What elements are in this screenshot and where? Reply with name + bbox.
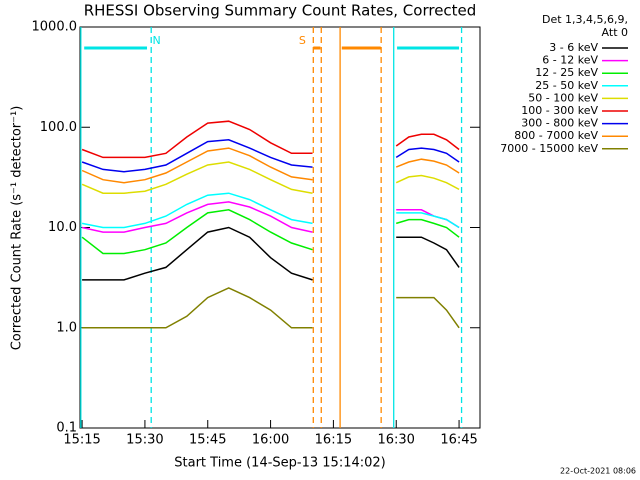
x-tick-label: 16:45: [440, 433, 477, 448]
legend-label: 6 - 12 keV: [542, 54, 598, 67]
x-axis-label: Start Time (14-Sep-13 15:14:02): [174, 456, 385, 471]
legend-label: 25 - 50 keV: [535, 79, 598, 92]
y-tick-label: 100.0: [40, 120, 77, 135]
series-line: [81, 192, 460, 229]
x-tick-label: 15:45: [189, 433, 226, 448]
legend-label: 50 - 100 keV: [528, 91, 598, 104]
series-line: [82, 287, 460, 329]
legend-title: Det 1,3,4,5,6,9,: [542, 13, 628, 26]
footer: 22-Oct-2021 08:06: [560, 467, 636, 476]
x-tick-label: 15:15: [63, 433, 100, 448]
y-tick-label: 10.0: [48, 220, 77, 235]
series-line: [81, 209, 460, 255]
series-line: [82, 226, 460, 281]
legend-label: 7000 - 15000 keV: [500, 142, 598, 155]
chart-title: RHESSI Observing Summary Count Rates, Co…: [84, 2, 477, 20]
x-tick-label: 15:30: [126, 433, 163, 448]
x-tick-label: 16:00: [252, 433, 289, 448]
y-axis-label: Corrected Count Rate (s⁻¹ detector⁻¹): [10, 106, 25, 351]
legend-label: 800 - 7000 keV: [514, 129, 598, 142]
legend-label: 100 - 300 keV: [521, 104, 598, 117]
y-tick-label: 1000.0: [32, 20, 78, 35]
legend-title: Att 0: [602, 26, 628, 39]
legend-label: 300 - 800 keV: [521, 117, 598, 130]
series-line: [81, 139, 460, 173]
series-line: [81, 120, 460, 159]
x-tick-label: 16:30: [377, 433, 414, 448]
legend-label: 12 - 25 keV: [535, 66, 598, 79]
legend-label: 3 - 6 keV: [549, 41, 598, 54]
series-line: [81, 161, 460, 194]
event-label: S: [299, 34, 306, 47]
x-tick-label: 16:15: [315, 433, 352, 448]
y-tick-label: 0.1: [56, 421, 77, 436]
y-tick-label: 1.0: [56, 320, 77, 335]
event-label: N: [153, 34, 161, 47]
series-line: [81, 147, 460, 184]
